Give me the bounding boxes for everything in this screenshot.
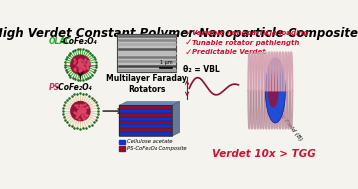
Text: Multilayer Faraday
Rotators: Multilayer Faraday Rotators	[106, 74, 187, 94]
Text: Variable nanoparticle loading: Variable nanoparticle loading	[192, 30, 308, 36]
Text: Tunable rotator pathlength: Tunable rotator pathlength	[192, 40, 299, 46]
Bar	[119, 125, 172, 128]
Bar	[119, 146, 125, 151]
Bar	[119, 113, 172, 117]
Polygon shape	[119, 101, 180, 105]
Bar	[117, 34, 176, 72]
Bar	[119, 117, 172, 121]
Text: θ₂ = VBL: θ₂ = VBL	[183, 65, 220, 74]
Text: Verdet 10x > TGG: Verdet 10x > TGG	[213, 149, 316, 159]
Circle shape	[71, 55, 90, 74]
Text: Magnetic Field (B): Magnetic Field (B)	[264, 94, 303, 143]
Text: -CoFe₂O₄: -CoFe₂O₄	[56, 83, 93, 92]
Text: OLAC: OLAC	[49, 37, 71, 46]
Text: PS-CoFe₂O₄ Composite: PS-CoFe₂O₄ Composite	[127, 146, 187, 151]
Circle shape	[71, 101, 90, 121]
Text: PS: PS	[49, 83, 60, 92]
Polygon shape	[172, 101, 180, 136]
Bar	[119, 121, 172, 125]
Bar	[119, 128, 172, 132]
Text: -CoFe₂O₄: -CoFe₂O₄	[61, 37, 97, 46]
Text: Predictable Verdet: Predictable Verdet	[192, 49, 265, 55]
Bar	[119, 109, 172, 113]
Bar	[119, 105, 172, 109]
Bar	[119, 105, 172, 136]
Text: ✓: ✓	[185, 29, 192, 38]
Text: ✓: ✓	[185, 48, 192, 57]
Bar	[119, 132, 172, 136]
Text: High Verdet Constant Polymer-Nanoparticle Composites: High Verdet Constant Polymer-Nanoparticl…	[0, 27, 358, 40]
Ellipse shape	[268, 73, 279, 108]
Text: 1 µm: 1 µm	[160, 60, 173, 65]
Ellipse shape	[265, 58, 285, 123]
Bar	[119, 140, 125, 144]
Text: Cellulose acetate: Cellulose acetate	[127, 139, 172, 144]
Text: ✓: ✓	[185, 38, 192, 47]
